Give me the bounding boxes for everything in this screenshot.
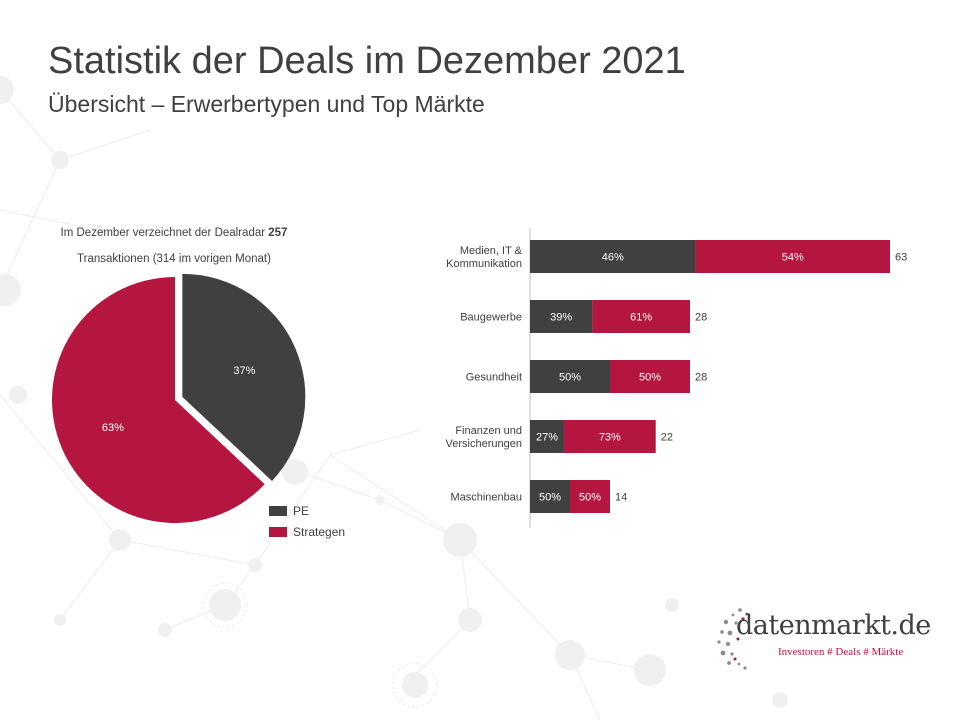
- bar-category-label: Kommunikation: [446, 258, 522, 270]
- legend-swatch-strategen: [269, 526, 287, 537]
- deal-count: 257: [268, 227, 288, 239]
- bar-category-label: Versicherungen: [446, 438, 522, 450]
- intro-text: Im Dezember verzeichnet der Dealradar 25…: [30, 220, 318, 272]
- pie-label-pe: 37%: [233, 365, 255, 377]
- bar-segment-strategen: [695, 240, 890, 273]
- page-subtitle: Übersicht – Erwerbertypen und Top Märkte: [48, 91, 485, 117]
- bar-segment-pe: [530, 360, 610, 393]
- legend-label-pe: PE: [293, 503, 310, 518]
- pie-slice-pe: [182, 273, 306, 482]
- bar-percent-label: 46%: [602, 252, 624, 264]
- bar-total-label: 28: [695, 372, 707, 384]
- bar-percent-label: 50%: [579, 492, 601, 504]
- bar-percent-label: 27%: [536, 432, 558, 444]
- legend-swatch-pe: [269, 505, 287, 516]
- legend-item-strategen: Strategen: [269, 521, 345, 542]
- bar-segment-strategen: [610, 360, 690, 393]
- bar-total-label: 14: [615, 492, 627, 504]
- legend-item-pe: PE: [269, 500, 345, 521]
- bar-percent-label: 54%: [782, 252, 804, 264]
- intro-line-1: Im Dezember verzeichnet der Dealradar 25…: [30, 220, 318, 246]
- pie-label-strategen: 63%: [102, 422, 124, 434]
- bar-segment-strategen: [570, 480, 610, 513]
- bar-segment-strategen: [563, 420, 656, 453]
- bar-percent-label: 39%: [550, 312, 572, 324]
- legend-label-strategen: Strategen: [293, 524, 346, 539]
- bar-segment-pe: [530, 480, 570, 513]
- logo-wordmark: datenmarkt.de: [736, 610, 931, 641]
- datenmarkt-logo: datenmarkt.de Investoren # Deals # Märkt…: [716, 606, 931, 674]
- bar-category-label: Finanzen und: [455, 425, 522, 437]
- bar-total-label: 22: [661, 432, 673, 444]
- page-title: Statistik der Deals im Dezember 2021: [48, 40, 686, 82]
- bar-category-label: Medien, IT &: [460, 245, 523, 257]
- intro-line-2: Transaktionen (314 im vorigen Monat): [77, 253, 271, 265]
- bar-percent-label: 61%: [630, 312, 652, 324]
- bar-total-label: 28: [695, 312, 707, 324]
- logo-tagline: Investoren # Deals # Märkte: [778, 646, 904, 658]
- bar-total-label: 63: [895, 252, 907, 264]
- pie-legend: PE Strategen: [269, 500, 345, 542]
- intro-line-1-prefix: Im Dezember verzeichnet der Dealradar: [60, 227, 266, 239]
- bar-category-label: Maschinenbau: [450, 492, 522, 504]
- bar-percent-label: 50%: [539, 492, 561, 504]
- bar-category-label: Baugewerbe: [460, 312, 522, 324]
- bar-segment-pe: [530, 240, 696, 273]
- bar-category-label: Gesundheit: [466, 372, 522, 384]
- top-markets-bar-chart: Medien, IT &Kommunikation 46% 54% 63 Baugewe…: [446, 228, 907, 528]
- pie-slice-strategen: [51, 277, 265, 523]
- logo-dots-icon: [717, 608, 749, 670]
- bar-segment-strategen: [592, 300, 690, 333]
- bar-segment-pe: [530, 300, 593, 333]
- bar-segment-pe: [530, 420, 564, 453]
- acquirer-type-pie-chart: 37% 63%: [51, 273, 306, 523]
- bar-percent-label: 73%: [599, 432, 621, 444]
- bar-percent-label: 50%: [559, 372, 581, 384]
- bar-percent-label: 50%: [639, 372, 661, 384]
